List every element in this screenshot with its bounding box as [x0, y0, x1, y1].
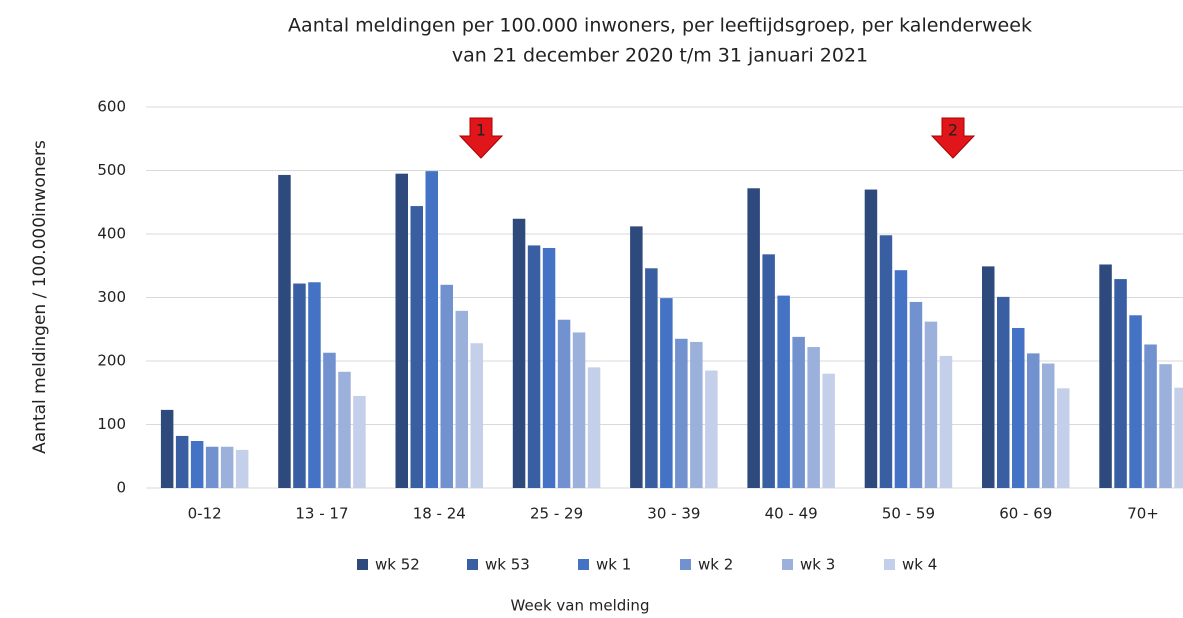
y-tick-label: 0 [116, 479, 126, 497]
y-tick-label: 400 [97, 225, 126, 243]
legend-label: wk 2 [698, 556, 733, 574]
x-tick-label: 50 - 59 [882, 505, 935, 523]
arrow-shape [458, 117, 504, 159]
annotation-arrow: 2 [930, 117, 976, 159]
bar [175, 435, 189, 488]
x-tick-label: 40 - 49 [765, 505, 818, 523]
legend-swatch [782, 559, 793, 570]
bar [278, 174, 291, 488]
bar [807, 347, 820, 488]
bar [572, 332, 586, 488]
bar [660, 298, 673, 488]
bar [395, 173, 408, 489]
bar [353, 395, 366, 488]
bar [822, 373, 835, 488]
bar [557, 319, 571, 488]
legend-swatch [578, 559, 589, 570]
y-tick-label: 500 [97, 161, 126, 179]
bar [1057, 388, 1070, 488]
bar [879, 235, 893, 488]
bar [864, 189, 878, 489]
bar [338, 371, 351, 488]
bar [777, 295, 790, 488]
bar [527, 245, 541, 488]
bar [205, 446, 219, 488]
bar [587, 367, 601, 488]
bar [190, 441, 204, 488]
legend-swatch [467, 559, 478, 570]
bar [1042, 363, 1055, 488]
bar [512, 218, 526, 488]
bar [1099, 264, 1112, 488]
x-tick-label: 60 - 69 [999, 505, 1052, 523]
annotation-arrow: 1 [458, 117, 504, 159]
bar [542, 247, 556, 488]
bar [1027, 353, 1040, 488]
bar [690, 341, 703, 488]
bar [997, 296, 1010, 488]
legend-label: wk 53 [485, 556, 530, 574]
x-tick-label: 18 - 24 [413, 505, 466, 523]
bar [630, 226, 643, 488]
y-tick-label: 100 [97, 415, 126, 433]
x-tick-label: 0-12 [188, 505, 222, 523]
legend-label: wk 3 [800, 556, 835, 574]
bar [747, 188, 760, 488]
bar [323, 352, 336, 488]
bar [894, 270, 908, 488]
y-tick-label: 600 [97, 98, 126, 116]
chart-title: Aantal meldingen per 100.000 inwoners, p… [288, 15, 1032, 37]
y-tick-label: 200 [97, 352, 126, 370]
bar [160, 409, 174, 488]
legend-label: wk 1 [596, 556, 631, 574]
bar [410, 206, 423, 488]
annotation-label: 1 [476, 121, 486, 140]
chart-subtitle: van 21 december 2020 t/m 31 januari 2021 [452, 45, 868, 67]
x-tick-label: 70+ [1127, 505, 1159, 523]
x-tick-label: 13 - 17 [295, 505, 348, 523]
annotation-label: 2 [948, 121, 958, 140]
bar [939, 355, 953, 488]
bar [924, 321, 938, 488]
legend-swatch [357, 559, 368, 570]
x-tick-label: 25 - 29 [530, 505, 583, 523]
y-tick-label: 300 [97, 288, 126, 306]
bar [792, 336, 805, 488]
bar [909, 301, 923, 488]
x-axis-label: Week van melding [511, 597, 650, 615]
legend-label: wk 52 [375, 556, 420, 574]
bar [235, 449, 249, 488]
bar [675, 338, 688, 488]
x-tick-label: 30 - 39 [647, 505, 700, 523]
bar [1159, 364, 1172, 488]
bar [645, 268, 658, 488]
bar [1012, 327, 1025, 488]
bar [705, 370, 718, 488]
legend-label: wk 4 [902, 556, 937, 574]
bar [440, 284, 453, 488]
bar [1174, 387, 1183, 488]
bar [470, 343, 483, 488]
bar [455, 310, 468, 488]
bar [308, 282, 321, 488]
bar [762, 254, 775, 488]
bar [982, 266, 995, 488]
legend-swatch [680, 559, 691, 570]
bar [425, 171, 438, 488]
bar [293, 283, 306, 488]
legend-swatch [884, 559, 895, 570]
bar [1129, 315, 1142, 488]
arrow-shape [930, 117, 976, 159]
bar [220, 446, 234, 488]
bar [1144, 344, 1157, 488]
bar [1114, 279, 1127, 488]
y-axis-label: Aantal meldingen / 100.000inwoners [30, 140, 50, 454]
